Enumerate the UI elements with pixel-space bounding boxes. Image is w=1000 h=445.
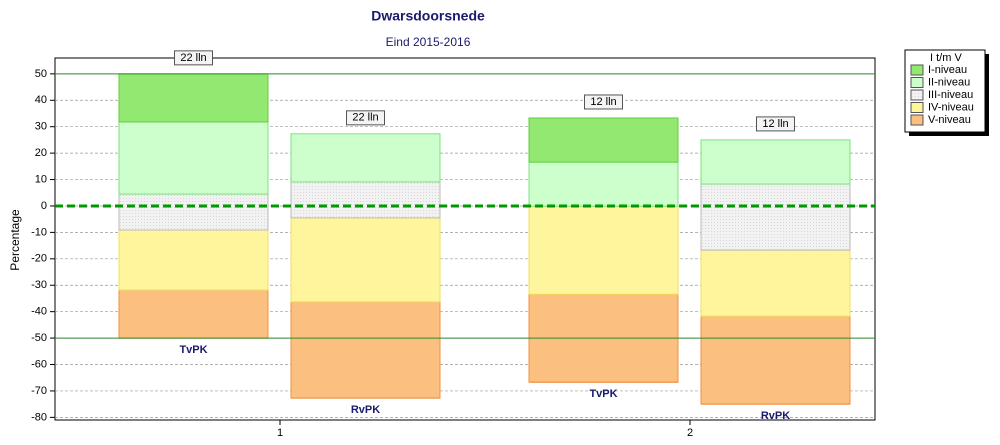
y-tick-label: -80 <box>31 411 47 423</box>
bar-segment <box>700 315 851 405</box>
bar-label-box <box>346 110 385 126</box>
y-tick-label: -10 <box>31 226 47 238</box>
y-tick-label: 20 <box>35 147 47 159</box>
y-tick-label: 0 <box>41 200 47 212</box>
y-tick-label: -20 <box>31 253 47 265</box>
bar-label-box <box>756 116 795 132</box>
bar-label: 22 lln <box>352 112 378 124</box>
bar-segment <box>290 181 441 219</box>
chart-title: Dwarsdoorsnede <box>371 8 485 24</box>
legend-swatch <box>910 114 924 126</box>
bar-name: RvPK <box>351 404 380 416</box>
legend-label: II-niveau <box>928 76 970 88</box>
bar-segment <box>290 133 441 183</box>
bar-segment <box>700 183 851 251</box>
bar-label-box <box>584 94 623 110</box>
legend-label: I-niveau <box>928 64 967 76</box>
bar-segment <box>118 121 269 195</box>
y-tick-label: 50 <box>35 68 47 80</box>
y-tick-label: -70 <box>31 385 47 397</box>
y-tick-label: 40 <box>35 94 47 106</box>
legend-swatch <box>910 64 924 76</box>
y-tick-label: 30 <box>35 121 47 133</box>
bar-label: 12 lln <box>590 96 616 108</box>
bar-segment <box>528 161 679 207</box>
bar-label-box <box>174 50 213 66</box>
x-tick-label: 2 <box>687 427 693 439</box>
legend-swatch <box>910 77 924 88</box>
legend-label: V-niveau <box>928 114 971 126</box>
y-axis-label: Percentage <box>8 209 22 271</box>
bar-segment <box>118 73 269 123</box>
legend-swatch <box>910 89 924 101</box>
legend-title: I t/m V <box>930 52 962 64</box>
bar-segment <box>528 117 679 163</box>
x-tick-label: 1 <box>277 427 283 439</box>
bar-name: RvPK <box>761 410 790 422</box>
legend-label: IV-niveau <box>928 101 974 113</box>
y-tick-label: -30 <box>31 279 47 291</box>
bar-segment <box>118 229 269 291</box>
bar-label: 12 lln <box>762 118 788 130</box>
y-tick-label: 10 <box>35 173 47 185</box>
plot-frame <box>54 57 876 421</box>
legend-swatch <box>910 102 924 113</box>
bar-label: 22 lln <box>180 52 206 64</box>
y-tick-label: -60 <box>31 358 47 370</box>
legend-label: III-niveau <box>928 89 973 101</box>
bar-segment <box>700 139 851 185</box>
bar-segment <box>290 217 441 303</box>
bar-segment <box>700 249 851 317</box>
bar-name: TvPK <box>179 344 207 356</box>
bar-segment <box>118 193 269 231</box>
y-tick-label: -40 <box>31 306 47 318</box>
chart-subtitle: Eind 2015-2016 <box>386 35 471 49</box>
bar-name: TvPK <box>589 388 617 400</box>
y-tick-label: -50 <box>31 332 47 344</box>
bar-segment <box>118 289 269 339</box>
bar-segment <box>528 205 679 295</box>
bar-segment <box>290 301 441 399</box>
legend: I t/m V I-niveauII-niveauIII-niveauIV-ni… <box>904 49 989 136</box>
